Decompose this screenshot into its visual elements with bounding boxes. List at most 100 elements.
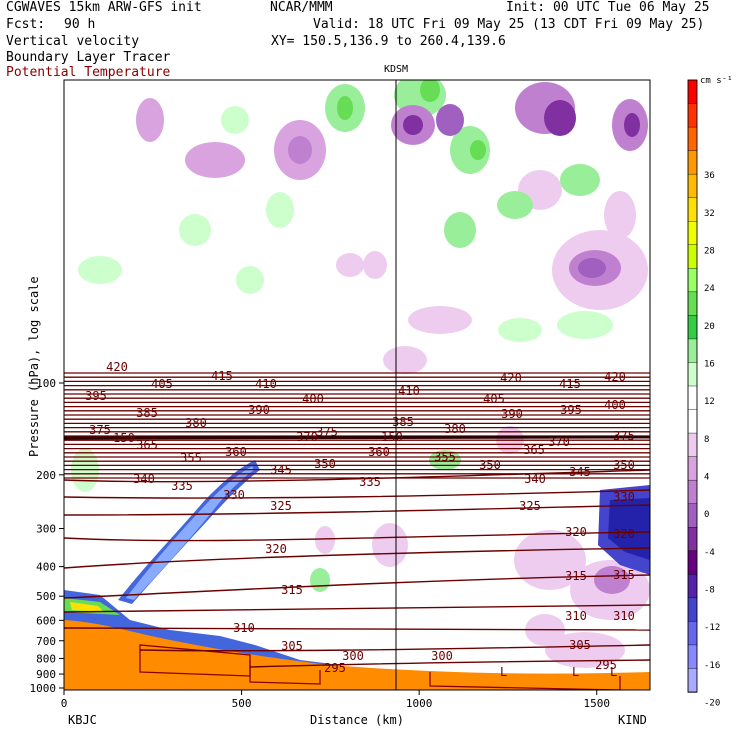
velocity-cell: [470, 140, 486, 160]
colorbar-swatch: [687, 197, 698, 222]
low-marker: L: [500, 665, 507, 679]
velocity-cell: [337, 96, 353, 120]
colorbar-swatch: [687, 644, 698, 670]
colorbar-swatch: [687, 362, 698, 387]
colorbar-swatch: [687, 456, 698, 481]
theta-label: 295: [324, 661, 346, 675]
theta-contour: [64, 426, 650, 429]
colorbar-label: 16: [704, 359, 715, 369]
cross-section-xy: XY= 150.5,136.9 to 260.4,139.6: [271, 34, 506, 49]
theta-label: 315: [281, 583, 303, 597]
theta-contour: [64, 380, 650, 383]
theta-contour: [64, 443, 650, 446]
velocity-cell: [266, 192, 294, 228]
colorbar-swatch: [687, 479, 698, 505]
velocity-cell: [594, 566, 630, 594]
fcst-value: 90 h: [64, 17, 96, 32]
theta-contour: [64, 376, 650, 379]
field-vertical-velocity: Vertical velocity: [6, 34, 140, 49]
x-end-label-right: KIND: [618, 713, 647, 727]
velocity-cell: [315, 526, 335, 554]
velocity-cell: [221, 106, 249, 134]
theta-label: 390: [501, 407, 523, 421]
theta-label: 380: [444, 422, 466, 436]
theta-contour: [64, 574, 650, 599]
colorbar-swatch: [687, 574, 698, 599]
colorbar-label: 4: [704, 472, 709, 482]
low-marker: L: [572, 665, 579, 679]
x-tick-label: 1500: [583, 697, 610, 710]
colorbar-swatch: [687, 597, 698, 623]
theta-label: 325: [519, 499, 541, 513]
theta-contour: [64, 504, 650, 516]
org-label: NCAR/MMM: [270, 0, 333, 15]
theta-label: 370: [548, 435, 570, 449]
colorbar-swatch: [687, 550, 698, 576]
colorbar-label: 36: [704, 171, 715, 181]
theta-contour: [64, 447, 650, 450]
velocity-cell: [78, 256, 122, 284]
velocity-cell: [136, 98, 164, 142]
velocity-cell: [420, 80, 440, 102]
theta-label: 350: [314, 457, 336, 471]
theta-label: 395: [85, 389, 107, 403]
velocity-cell: [383, 346, 427, 374]
y-tick-label: 600: [36, 614, 56, 627]
theta-contour: [64, 397, 650, 400]
theta-contour: [64, 472, 650, 475]
colorbar-swatch: [687, 315, 698, 340]
velocity-cell: [514, 530, 586, 590]
theta-label: 375: [613, 429, 635, 443]
colorbar-swatch: [687, 150, 698, 175]
colorbar-swatch: [687, 268, 698, 293]
theta-label: 400: [604, 398, 626, 412]
station-label: KDSM: [384, 64, 408, 75]
theta-contour: [64, 547, 650, 569]
theta-contour: [64, 393, 650, 395]
theta-label: 310: [613, 609, 635, 623]
init-time: Init: 00 UTC Tue 06 May 25: [506, 0, 710, 15]
theta-label: 415: [559, 377, 581, 391]
y-tick-label: 100: [36, 377, 56, 390]
colorbar-label: 8: [704, 435, 709, 445]
velocity-cell: [236, 266, 264, 294]
tropopause-line: [64, 435, 650, 440]
velocity-cell: [544, 100, 576, 136]
theta-contour: [64, 405, 650, 408]
boundary-layer-yellow: [70, 602, 104, 612]
theta-label: 400: [302, 392, 324, 406]
velocity-cell: [372, 523, 408, 567]
theta-label: 330: [613, 490, 635, 504]
theta-contour: [64, 531, 650, 542]
theta-contour: [64, 477, 650, 479]
theta-label: 385: [136, 406, 158, 420]
theta-contour: [64, 489, 650, 499]
theta-contour: [64, 430, 650, 433]
theta-contour: [64, 388, 650, 391]
fcst-label: Fcst:: [6, 17, 46, 32]
theta-contour: [64, 439, 650, 442]
velocity-cell: [498, 318, 542, 342]
x-tick-label: 0: [61, 697, 68, 710]
model-title: CGWAVES 15km ARW-GFS init: [6, 0, 202, 15]
theta-contour: [64, 451, 650, 454]
y-tick-label: 300: [36, 523, 56, 536]
theta-label: 370: [296, 430, 318, 444]
theta-contour: [64, 456, 650, 458]
plot-frame: [63, 79, 651, 691]
theta-contour: [64, 418, 650, 421]
velocity-cell: [310, 568, 330, 592]
colorbar-swatch: [687, 173, 698, 199]
theta-contour: [64, 414, 650, 416]
theta-label: 320: [565, 525, 587, 539]
x-tick-label: 500: [232, 697, 252, 710]
y-tick-label: 1000: [30, 682, 57, 695]
theta-contour: [64, 384, 650, 387]
velocity-cell: [497, 191, 533, 219]
field-boundary-layer-tracer: Boundary Layer Tracer: [6, 50, 171, 65]
velocity-cell: [185, 142, 245, 178]
theta-label: 310: [565, 609, 587, 623]
theta-label: 315: [565, 569, 587, 583]
colorbar-swatch: [687, 244, 698, 270]
colorbar-swatch: [687, 221, 698, 246]
